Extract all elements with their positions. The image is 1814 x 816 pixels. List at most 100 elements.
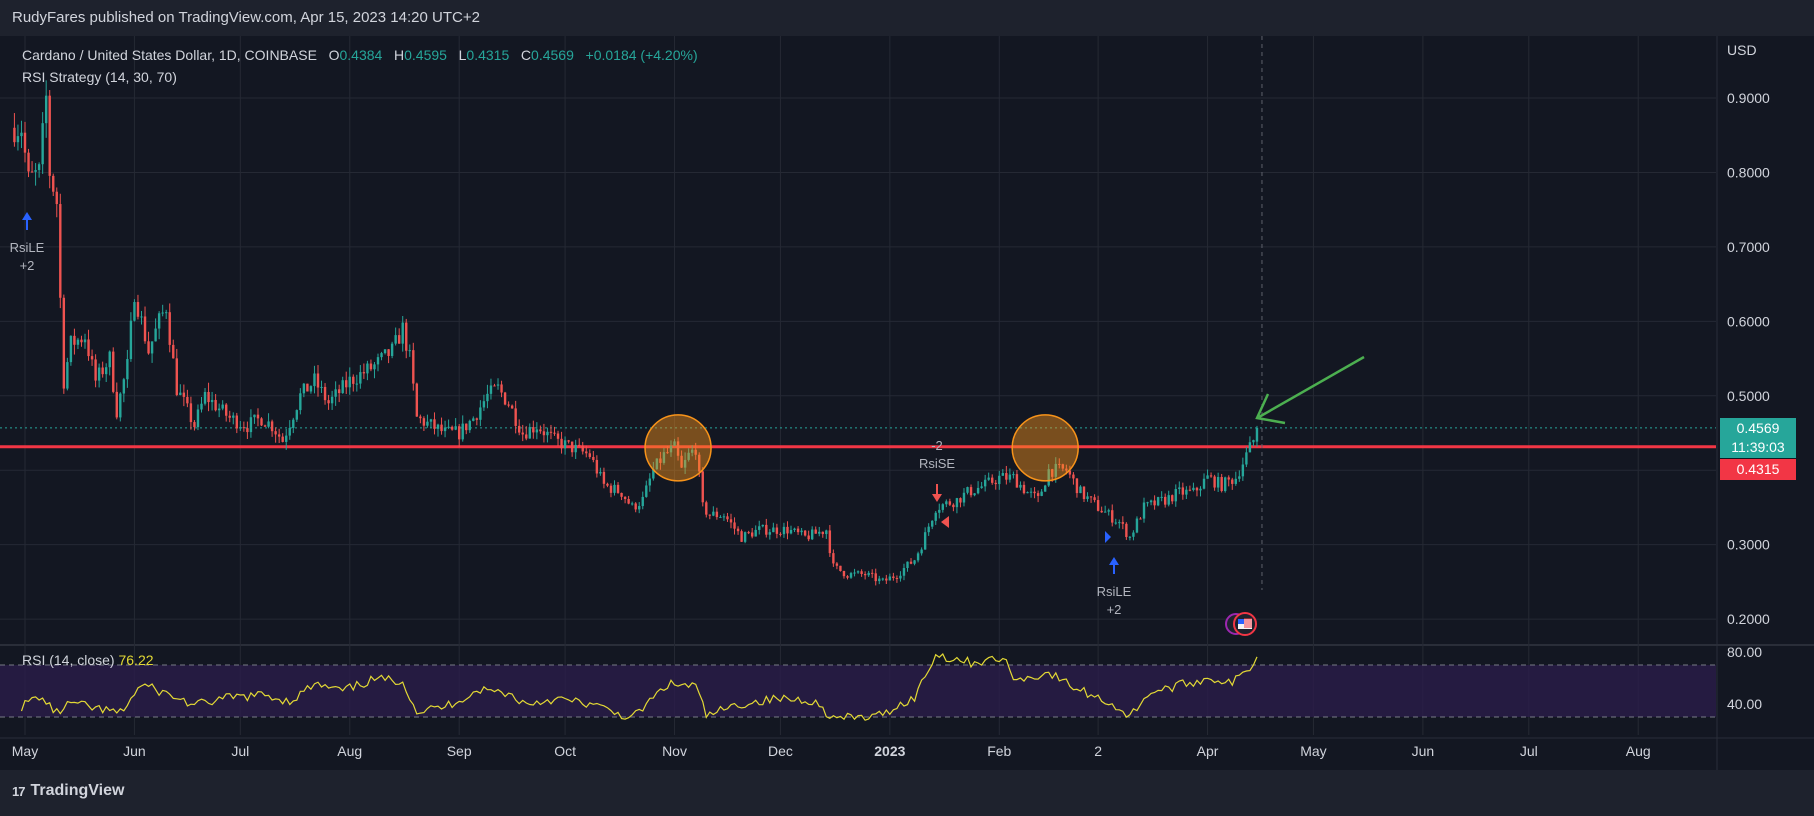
time-tick-label: May: [12, 743, 38, 759]
candle-body: [1195, 487, 1199, 491]
time-tick-label: Aug: [1626, 743, 1651, 759]
candle-body: [472, 418, 475, 421]
time-tick-label: Jun: [1412, 743, 1435, 759]
resistance-circle: [644, 414, 712, 482]
candle-body: [468, 420, 471, 431]
candle-body: [433, 419, 436, 429]
candle-body: [807, 535, 810, 540]
legend-symbol-row: Cardano / United States Dollar, 1D, COIN…: [22, 44, 698, 66]
candle-body: [1156, 497, 1160, 506]
time-tick-label: Jun: [123, 743, 146, 759]
flag-canton: [1238, 619, 1244, 624]
candle-body: [136, 302, 140, 317]
candle-body: [931, 520, 934, 527]
candle-body: [1026, 492, 1029, 494]
candle-body: [613, 484, 616, 493]
candle-body: [878, 578, 881, 582]
candle-body: [1220, 477, 1223, 492]
candle-body: [341, 380, 344, 394]
candle-body: [30, 171, 34, 173]
candle-body: [507, 404, 510, 406]
legend-symbol[interactable]: Cardano / United States Dollar, 1D, COIN…: [22, 47, 317, 63]
candle-body: [154, 328, 157, 342]
candle-body: [1008, 474, 1012, 480]
candle-body: [521, 432, 524, 435]
signal-arrow-head: [22, 212, 32, 220]
candle-body: [1107, 510, 1110, 512]
price-tick-label: 0.9000: [1727, 90, 1770, 106]
annotation-arrow: [1255, 355, 1365, 425]
candle-body: [634, 503, 637, 510]
candle-body: [623, 496, 627, 500]
candle-body: [740, 531, 743, 542]
candle-body: [320, 386, 323, 388]
candle-body: [55, 191, 58, 205]
candle-body: [440, 424, 443, 432]
rsi-legend[interactable]: RSI (14, close) 76.22: [22, 652, 154, 668]
candle-body: [1160, 496, 1163, 498]
candle-body: [496, 384, 500, 386]
candle-body: [327, 400, 330, 404]
candle-body: [708, 514, 712, 516]
candle-body: [821, 531, 824, 535]
candle-body: [1114, 522, 1117, 524]
candle-body: [888, 576, 892, 581]
candle-body: [246, 428, 249, 433]
candle-body: [122, 379, 126, 394]
arrow-head: [1255, 393, 1286, 425]
last-price-value: 0.4569: [1736, 420, 1780, 436]
candle-body: [962, 492, 966, 503]
candle-body: [475, 418, 479, 420]
price-tick-label: 0.2000: [1727, 611, 1770, 627]
legend-open-label: O: [328, 47, 340, 63]
candle-body: [1054, 463, 1057, 477]
candle-body: [532, 427, 535, 433]
candle-body: [376, 357, 380, 365]
candle-body: [503, 392, 507, 405]
time-tick-label: Oct: [554, 743, 576, 759]
candle-body: [94, 359, 97, 381]
candle-body: [874, 573, 877, 582]
candle-body: [1001, 473, 1005, 476]
candle-body: [588, 453, 591, 457]
tradingview-brand: TradingView: [30, 782, 125, 799]
candles: [13, 80, 1259, 586]
candle-body: [991, 477, 994, 483]
legend-low-label: L: [458, 47, 467, 63]
candle-body: [288, 427, 291, 436]
candle-body: [719, 516, 722, 518]
tradingview-logo[interactable]: 17 TradingView: [12, 782, 124, 800]
candle-body: [570, 441, 574, 453]
candle-body: [260, 418, 263, 426]
legend-strategy[interactable]: RSI Strategy (14, 30, 70): [22, 69, 177, 85]
signal-marker: [941, 516, 949, 528]
candle-body: [1005, 473, 1008, 480]
candle-body: [948, 501, 952, 505]
candle-body: [1051, 469, 1054, 477]
candle-body: [299, 393, 302, 411]
event-icons: [1225, 612, 1257, 636]
low-price-badge: 0.4315: [1720, 459, 1796, 480]
candle-body: [426, 421, 429, 426]
candle-body: [655, 458, 659, 470]
candle-body: [76, 339, 80, 345]
candle-body: [1075, 478, 1079, 494]
candle-body: [906, 561, 909, 569]
candle-body: [165, 312, 168, 314]
candle-body: [758, 526, 761, 530]
chart-canvas[interactable]: USD 0.9000 0.8000 0.7000 0.6000 0.5000 0.3000 0…: [0, 36, 1814, 770]
time-tick-label: 2023: [874, 743, 905, 759]
candle-body: [408, 350, 411, 352]
candle-body: [690, 449, 694, 453]
candle-body: [860, 571, 863, 575]
candle-body: [34, 170, 37, 172]
price-tick-label: 0.7000: [1727, 239, 1770, 255]
candle-body: [394, 335, 397, 344]
candle-body: [856, 571, 860, 573]
time-tick-label: Jul: [1520, 743, 1538, 759]
candle-body: [313, 373, 316, 387]
candle-body: [232, 415, 235, 418]
candle-body: [556, 433, 560, 439]
candle-body: [1118, 522, 1121, 524]
candle-body: [493, 385, 496, 387]
